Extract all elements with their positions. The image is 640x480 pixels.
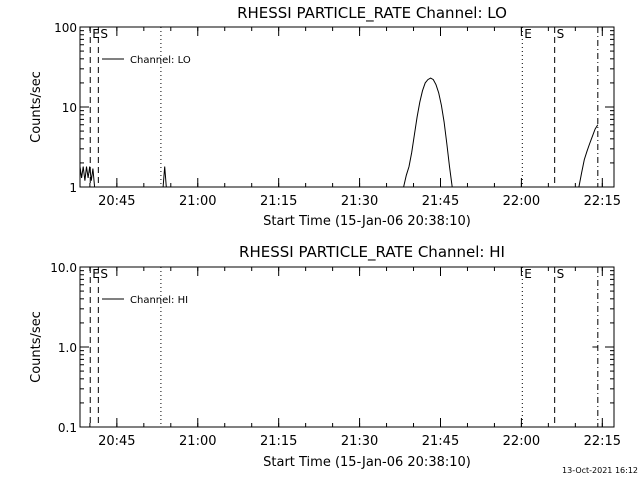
chart-title: RHESSI PARTICLE_RATE Channel: HI xyxy=(239,243,505,262)
plot-frame xyxy=(79,266,615,428)
legend-label: Channel: HI xyxy=(130,295,188,306)
event-marker-label: E xyxy=(92,27,100,41)
y-axis-label: Counts/sec xyxy=(29,311,44,383)
event-marker-label: S xyxy=(100,27,108,41)
x-tick-label: 22:15 xyxy=(584,194,621,209)
chart-panel-lo: RHESSI PARTICLE_RATE Channel: LO 1 10 100 20… xyxy=(29,4,621,229)
event-marker-label: S xyxy=(557,267,565,281)
x-tick-label: 21:15 xyxy=(260,194,297,209)
legend-label: Channel: LO xyxy=(130,55,191,66)
x-tick-label: 21:45 xyxy=(422,194,459,209)
x-tick-label: 22:15 xyxy=(584,434,621,449)
x-tick-label: 21:45 xyxy=(422,434,459,449)
chart-panel-hi: RHESSI PARTICLE_RATE Channel: HI 0.1 1.0 10… xyxy=(29,243,621,470)
x-tick-label: 21:15 xyxy=(260,434,297,449)
footer-date: 13-Oct-2021 16:12 xyxy=(562,466,638,475)
event-marker-label: E xyxy=(92,267,100,281)
chart-title: RHESSI PARTICLE_RATE Channel: LO xyxy=(237,4,507,23)
event-marker-label: E xyxy=(524,267,532,281)
x-tick-label: 22:00 xyxy=(503,194,540,209)
y-tick-label: 0.1 xyxy=(58,421,77,435)
x-axis-label: Start Time (15-Jan-06 20:38:10) xyxy=(263,455,471,470)
x-tick-label: 21:30 xyxy=(341,194,378,209)
event-marker-label: E xyxy=(524,27,532,41)
series-line xyxy=(578,124,599,188)
y-tick-label: 100 xyxy=(54,21,77,35)
plot-frame xyxy=(79,26,615,188)
series-line xyxy=(403,77,453,188)
series-line xyxy=(162,166,167,188)
x-axis-label: Start Time (15-Jan-06 20:38:10) xyxy=(263,214,471,229)
y-axis-label: Counts/sec xyxy=(29,71,44,143)
x-tick-label: 20:45 xyxy=(98,434,135,449)
x-tick-label: 21:00 xyxy=(179,194,216,209)
x-tick-label: 21:00 xyxy=(179,434,216,449)
x-tick-label: 21:30 xyxy=(341,434,378,449)
x-tick-label: 20:45 xyxy=(98,194,135,209)
y-tick-label: 10.0 xyxy=(50,261,77,275)
y-tick-label: 10 xyxy=(62,101,77,115)
y-tick-label: 1 xyxy=(69,181,77,195)
y-tick-label: 1.0 xyxy=(58,341,77,355)
x-tick-label: 22:00 xyxy=(503,434,540,449)
event-marker-label: S xyxy=(557,27,565,41)
event-marker-label: S xyxy=(100,267,108,281)
series-line xyxy=(79,166,96,188)
